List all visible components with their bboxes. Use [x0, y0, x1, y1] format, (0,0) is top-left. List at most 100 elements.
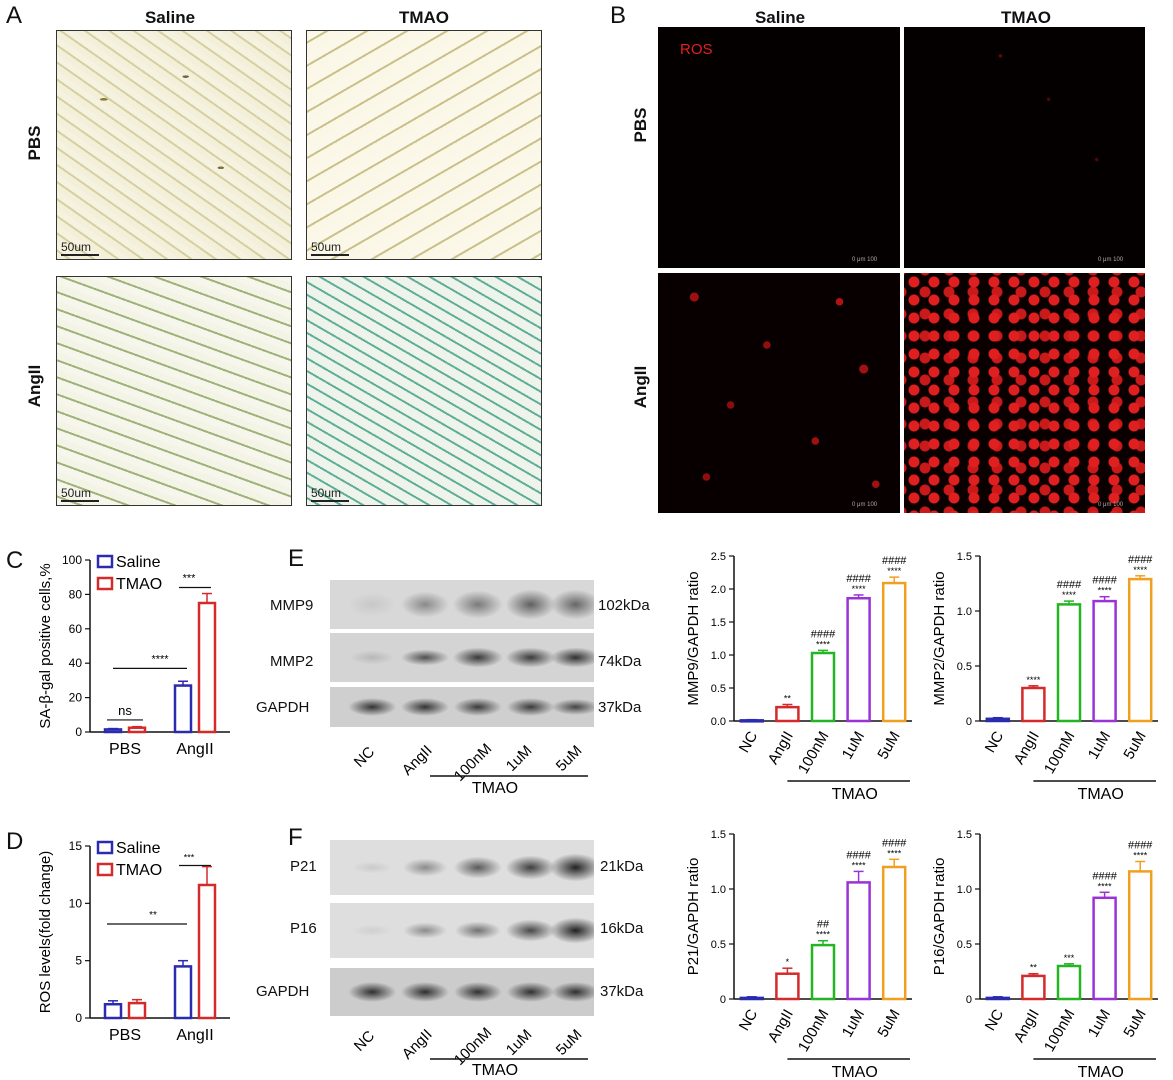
panel-d-letter: D: [6, 828, 24, 855]
x-tick-label: 100nM: [795, 1007, 833, 1055]
panel-a-row-pbs: PBS: [25, 125, 44, 161]
lane-5um: 5uM: [553, 742, 586, 775]
significance-stars: ****: [887, 566, 902, 576]
legend-label: TMAO: [116, 576, 162, 593]
significance-hashes: ####: [1092, 575, 1117, 587]
significance-stars: ****: [1062, 590, 1077, 600]
x-tick-label: 100nM: [795, 729, 833, 777]
x-tick-label: 1uM: [1085, 1007, 1114, 1041]
sig-annotation: ***: [184, 852, 195, 862]
significance-stars: ****: [816, 930, 831, 940]
bar: [127, 1001, 147, 1020]
x-tick-label: 100nM: [1041, 729, 1079, 777]
y-tick-label: 0: [966, 716, 972, 728]
bar: [1021, 974, 1046, 1001]
y-tick-label: 40: [69, 656, 83, 670]
bar: [1127, 577, 1153, 723]
y-tick-label: 100: [62, 553, 82, 567]
legend-label: Saline: [116, 840, 161, 857]
y-tick-label: 0.0: [711, 716, 726, 728]
y-tick-label: 0.5: [711, 939, 726, 951]
band-label-mmp9: MMP9: [270, 597, 314, 614]
group-label: TMAO: [832, 1064, 878, 1080]
tmao-group-label: TMAO: [472, 1062, 518, 1079]
blot-mmp2: [330, 633, 594, 682]
sig-annotation: **: [149, 910, 157, 921]
panel-a-col-saline: Saline: [144, 8, 196, 27]
histology-angii-tmao: 50um: [306, 276, 542, 506]
kda-p16: 16kDa: [600, 920, 644, 937]
y-tick-label: 1.0: [711, 884, 726, 896]
significance-stars: ****: [1098, 586, 1113, 596]
significance-hashes: ####: [882, 837, 907, 849]
y-tick-label: 15: [69, 839, 83, 853]
fluorescence-angii-tmao: 0 μm 100: [904, 273, 1145, 513]
legend-swatch: [96, 840, 114, 855]
band-label-mmp2: MMP2: [270, 653, 314, 670]
tmao-group-label: TMAO: [472, 780, 518, 797]
bar: [810, 651, 836, 723]
panel-b-letter: B: [610, 2, 627, 29]
kda-gapdh-e: 37kDa: [598, 699, 642, 716]
y-axis-title: P21/GAPDH ratio: [685, 858, 702, 976]
significance-stars: *: [786, 957, 790, 967]
x-tick-label: 5uM: [1120, 1007, 1149, 1041]
y-axis-title: MMP2/GAPDH ratio: [931, 571, 948, 705]
fluorescence-pbs-tmao: 0 μm 100: [904, 27, 1145, 268]
significance-hashes: ####: [882, 555, 907, 567]
panel-e-letter: E: [288, 545, 305, 572]
group-label: TMAO: [1078, 1064, 1124, 1080]
panel-a-col-tmao: TMAO: [398, 8, 450, 27]
blot-mmp9: [330, 580, 594, 629]
y-tick-label: 0.5: [957, 939, 972, 951]
legend-swatch: [96, 862, 114, 877]
significance-hashes: ####: [1128, 840, 1153, 852]
micron-scale: 0 μm 100: [1098, 502, 1124, 508]
bar: [1021, 686, 1046, 723]
lane-5um: 5uM: [553, 1026, 586, 1059]
significance-stars: ****: [1133, 851, 1148, 861]
bar: [127, 726, 147, 734]
micron-scale: 0 μm 100: [852, 502, 878, 508]
y-tick-label: 1.0: [957, 606, 972, 618]
significance-stars: ****: [852, 584, 867, 594]
x-tick-label: PBS: [109, 741, 141, 758]
x-tick-label: AngII: [765, 1007, 797, 1046]
x-tick-label: 1uM: [839, 729, 868, 763]
y-tick-label: 0.5: [711, 683, 726, 695]
scale-bar: 50um: [311, 487, 349, 502]
bar: [739, 719, 765, 723]
bar: [775, 705, 800, 723]
bar: [1092, 599, 1117, 723]
y-tick-label: 0.5: [957, 661, 972, 673]
histology-pbs-saline: 50um: [56, 30, 292, 260]
significance-hashes: ####: [811, 628, 836, 640]
x-tick-label: 1uM: [1085, 729, 1114, 763]
x-tick-label: 5uM: [874, 1007, 903, 1041]
bar: [881, 865, 907, 1001]
lane-1um: 1uM: [503, 1026, 536, 1059]
y-tick-label: 1.0: [957, 884, 972, 896]
significance-hashes: ####: [846, 573, 871, 585]
y-tick-label: 0: [720, 994, 726, 1006]
histology-angii-saline: 50um: [56, 276, 292, 506]
x-tick-label: AngII: [1011, 729, 1043, 768]
y-tick-label: 10: [69, 896, 83, 910]
chart-ros-levels: 0 5 10 15 ROS levels(fold change) PBS AngII Sal…: [37, 839, 230, 1044]
y-tick-label: 1.5: [711, 829, 726, 841]
lane-angii: AngII: [399, 742, 436, 779]
y-tick-label: 0: [75, 1011, 82, 1025]
bar: [173, 965, 193, 1020]
significance-stars: ***: [1064, 953, 1075, 963]
x-tick-label: 1uM: [839, 1007, 868, 1041]
significance-stars: ****: [1026, 675, 1041, 685]
chart-mmp9-ratio: 0.0 0.5 1.0 1.5 2.0 2.5 MMP9/GAPDH ratio NC ** An…: [685, 551, 912, 802]
significance-stars: ****: [1133, 565, 1148, 575]
sig-annotation: ****: [151, 653, 169, 665]
x-tick-label: AngII: [1011, 1007, 1043, 1046]
significance-hashes: ####: [846, 849, 871, 861]
bar: [1056, 603, 1082, 723]
blot-gapdh-e: [330, 687, 594, 727]
bar: [739, 996, 765, 1001]
